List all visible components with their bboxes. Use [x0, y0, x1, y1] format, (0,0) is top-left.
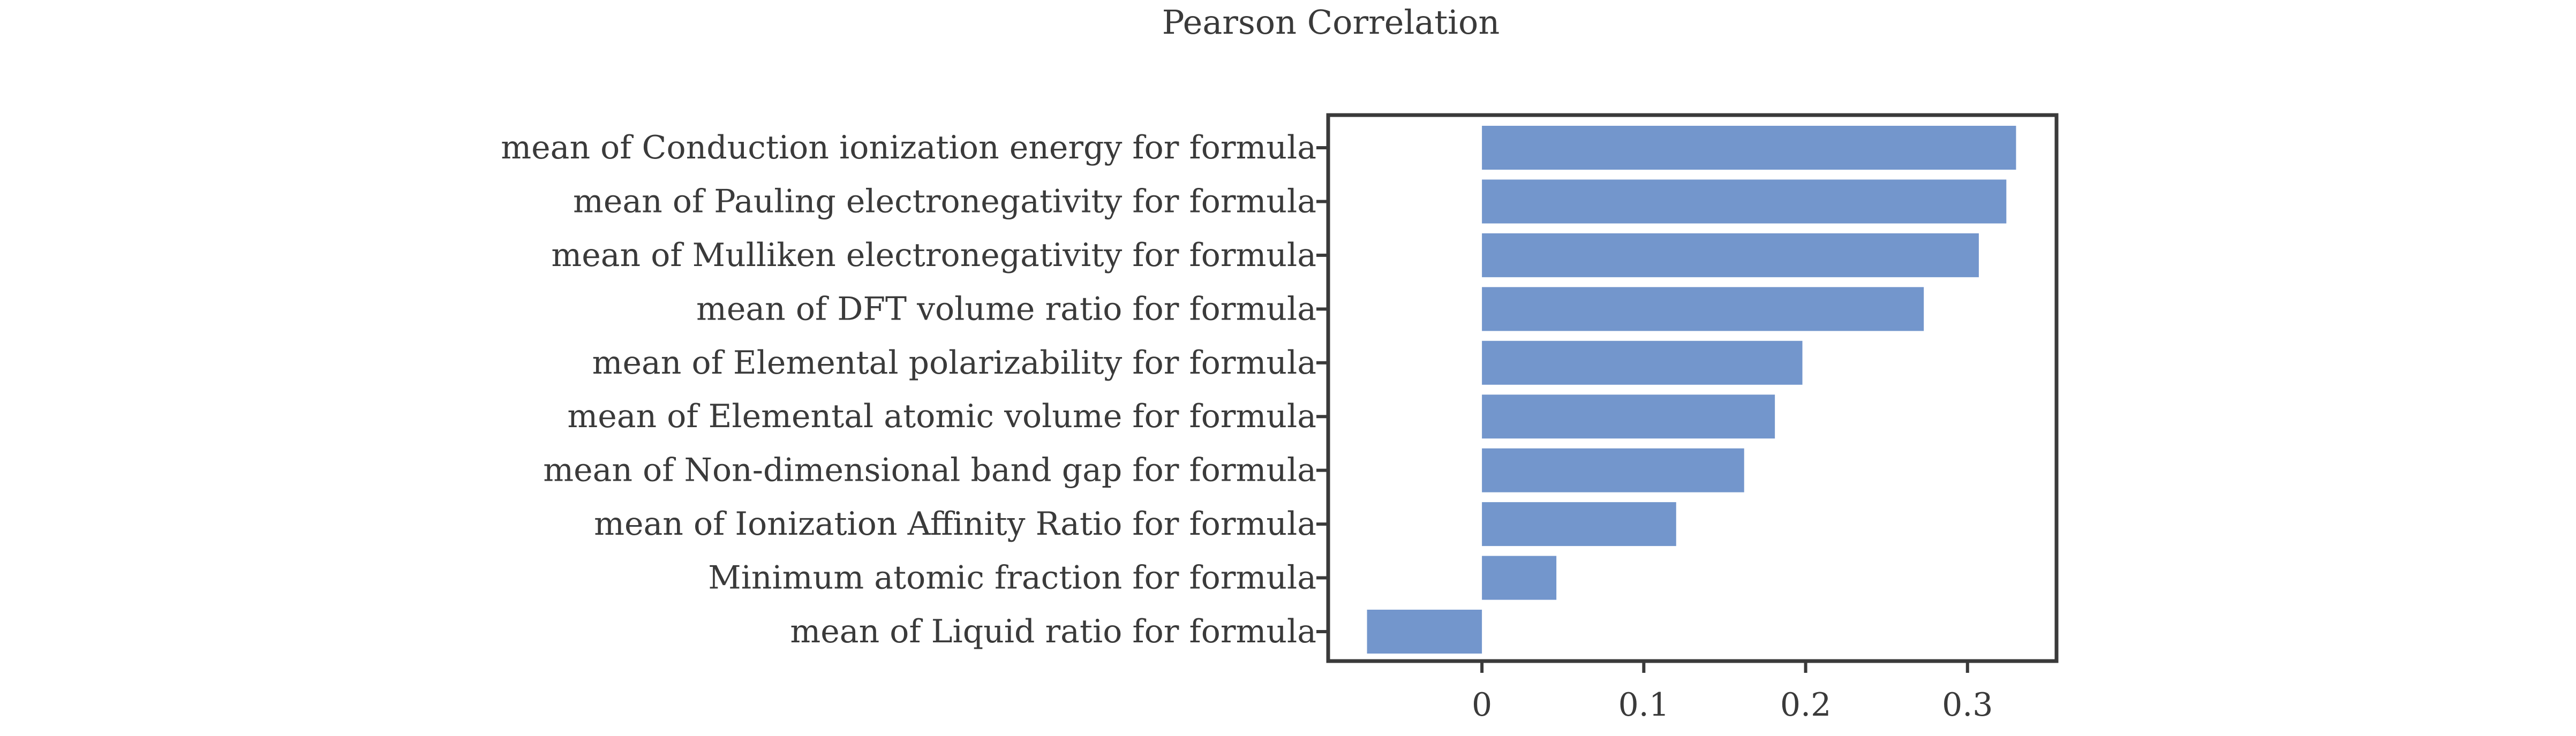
bar — [1482, 556, 1557, 600]
bar — [1482, 502, 1676, 547]
x-tick-label: 0 — [1472, 686, 1492, 724]
category-label: mean of Conduction ionization energy for… — [501, 129, 1316, 166]
bar — [1482, 340, 1803, 385]
x-axis-ticks: 0 0.1 0.2 0.3 — [1472, 661, 1993, 724]
category-label: mean of Ionization Affinity Ratio for fo… — [594, 505, 1316, 543]
x-tick-label: 0.2 — [1780, 686, 1831, 724]
bar — [1482, 287, 1924, 331]
bar — [1367, 610, 1482, 654]
x-tick-label: 0.3 — [1942, 686, 1993, 724]
category-label: mean of Liquid ratio for formula — [790, 613, 1316, 650]
bar — [1482, 233, 1979, 277]
category-labels: mean of Conduction ionization energy for… — [501, 129, 1328, 650]
category-label: mean of Elemental atomic volume for form… — [567, 398, 1316, 435]
category-label: mean of DFT volume ratio for formula — [696, 290, 1316, 328]
category-label: mean of Elemental polarizability for for… — [592, 344, 1316, 382]
chart-title: Pearson Correlation — [1162, 3, 1500, 42]
bar — [1482, 126, 2016, 170]
category-label: mean of Pauling electronegativity for fo… — [573, 183, 1316, 220]
x-tick-label: 0.1 — [1618, 686, 1669, 724]
bar — [1482, 448, 1744, 492]
bar — [1482, 179, 2007, 224]
bars-layer — [1367, 126, 2016, 654]
category-label: mean of Mulliken electronegativity for f… — [551, 237, 1316, 274]
category-label: Minimum atomic fraction for formula — [708, 559, 1316, 597]
bar — [1482, 394, 1775, 439]
category-label: mean of Non-dimensional band gap for for… — [543, 452, 1316, 489]
plot-frame — [1326, 113, 2059, 663]
